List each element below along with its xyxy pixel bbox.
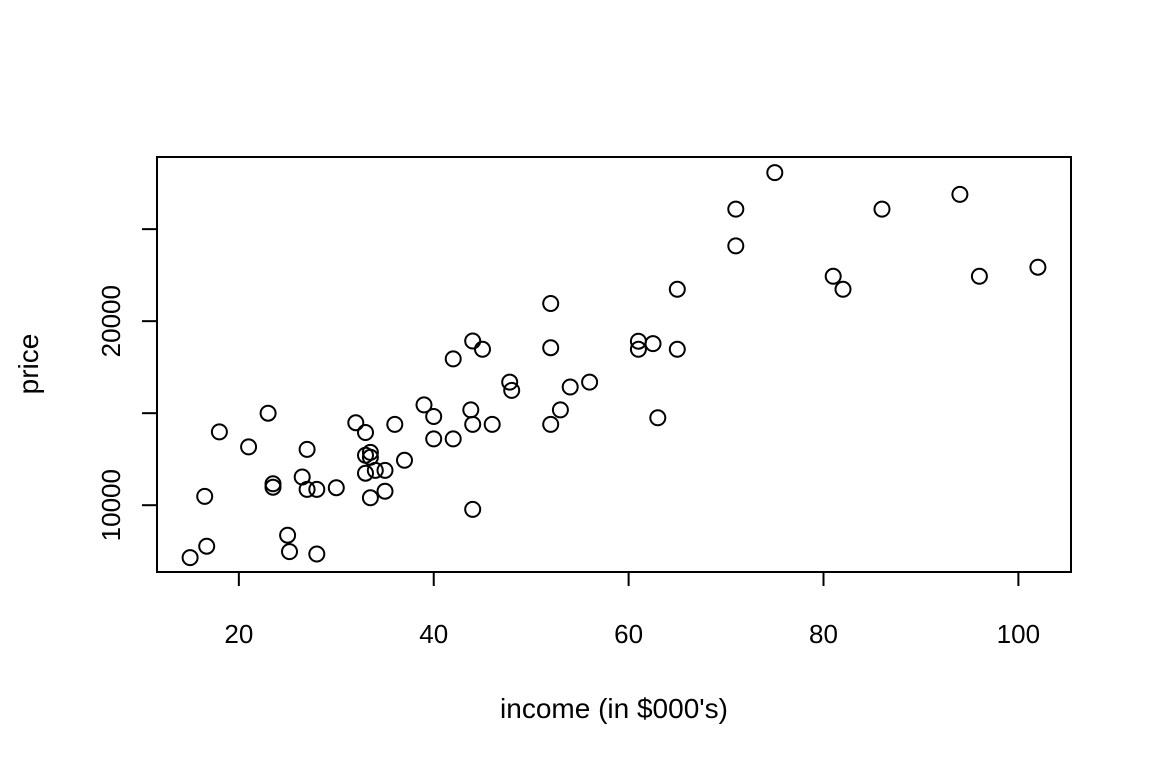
data-point (357, 424, 374, 441)
data-point (308, 480, 326, 498)
data-point (668, 280, 686, 298)
data-point (668, 340, 686, 358)
data-point (279, 526, 297, 544)
data-point (766, 164, 784, 182)
data-point (951, 185, 969, 203)
data-point (376, 482, 394, 500)
data-point (873, 200, 891, 218)
data-point (361, 443, 379, 461)
data-point (834, 280, 852, 298)
x-axis-label: income (in $000's) (500, 693, 728, 724)
data-point (240, 438, 258, 456)
data-points (181, 164, 1047, 567)
data-point (357, 464, 374, 482)
y-tick-label: 10000 (96, 469, 126, 541)
data-point (970, 267, 988, 285)
data-point (444, 350, 462, 368)
data-point (649, 409, 667, 427)
data-point (474, 340, 491, 358)
data-point (501, 373, 519, 391)
x-tick-label: 20 (224, 619, 253, 649)
data-point (464, 500, 482, 518)
data-point (824, 267, 842, 285)
data-point (629, 340, 647, 358)
data-point (196, 487, 214, 505)
data-point (444, 430, 462, 448)
y-tick-label: 20000 (96, 285, 126, 357)
x-tick-label: 80 (809, 619, 838, 649)
data-point (503, 381, 521, 399)
data-point (1029, 258, 1047, 276)
data-point (198, 537, 216, 555)
data-point (298, 440, 316, 458)
data-point (210, 423, 228, 441)
data-point (425, 430, 443, 448)
data-point (542, 295, 560, 312)
data-point (551, 401, 569, 419)
data-point (361, 489, 379, 507)
data-point (581, 373, 599, 391)
data-point (727, 237, 745, 255)
data-point (464, 332, 482, 350)
data-point (425, 408, 443, 425)
data-point (298, 480, 316, 498)
data-point (542, 339, 560, 357)
data-point (259, 404, 277, 422)
data-point (415, 396, 433, 414)
data-point (542, 415, 560, 433)
y-axis-label: price (13, 334, 44, 395)
data-point (366, 461, 384, 479)
data-point (281, 543, 298, 561)
x-axis: 20 40 60 80 100 (224, 571, 1040, 649)
data-point (727, 200, 745, 218)
x-tick-label: 100 (997, 619, 1040, 649)
data-point (483, 415, 501, 433)
x-tick-label: 60 (614, 619, 643, 649)
data-point (347, 414, 365, 432)
data-point (376, 461, 394, 479)
data-point (264, 478, 282, 496)
data-point (327, 479, 345, 497)
data-point (396, 451, 413, 469)
data-point (464, 415, 482, 433)
data-point (644, 335, 662, 353)
data-point (386, 415, 404, 433)
data-point (561, 378, 579, 396)
data-point (308, 545, 326, 563)
data-point (181, 549, 199, 567)
x-tick-label: 40 (419, 619, 448, 649)
y-axis: 10000 20000 (96, 228, 158, 541)
